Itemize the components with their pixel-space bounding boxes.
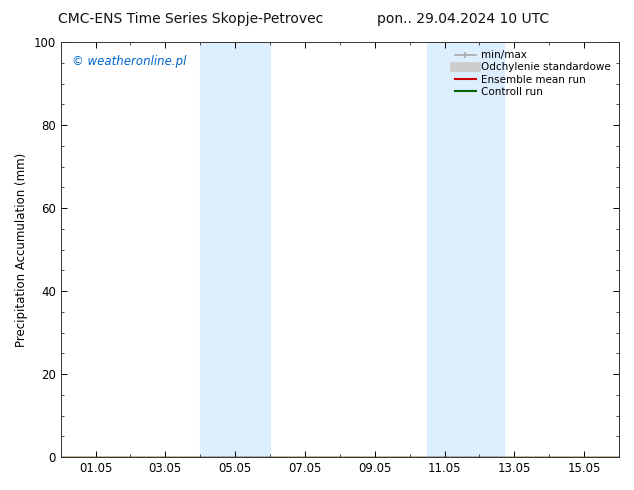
Text: CMC-ENS Time Series Skopje-Petrovec: CMC-ENS Time Series Skopje-Petrovec xyxy=(58,12,323,26)
Text: © weatheronline.pl: © weatheronline.pl xyxy=(72,54,186,68)
Legend: min/max, Odchylenie standardowe, Ensemble mean run, Controll run: min/max, Odchylenie standardowe, Ensembl… xyxy=(452,47,614,100)
Y-axis label: Precipitation Accumulation (mm): Precipitation Accumulation (mm) xyxy=(15,152,28,347)
Text: pon.. 29.04.2024 10 UTC: pon.. 29.04.2024 10 UTC xyxy=(377,12,549,26)
Bar xyxy=(200,42,270,457)
Bar xyxy=(427,42,504,457)
